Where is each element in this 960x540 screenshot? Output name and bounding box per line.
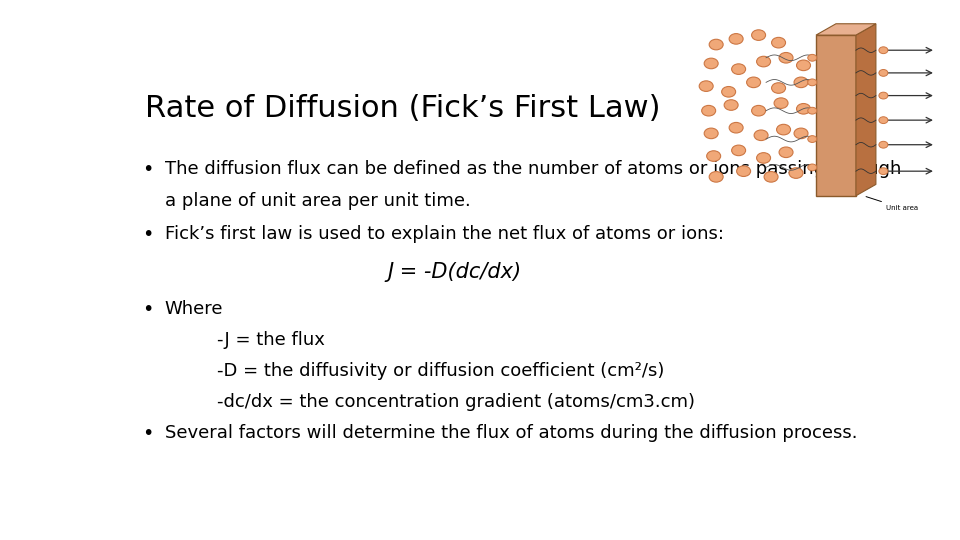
Circle shape	[879, 117, 888, 124]
Circle shape	[780, 52, 793, 63]
Circle shape	[764, 172, 778, 182]
Text: -dc/dx = the concentration gradient (atoms/cm3.cm): -dc/dx = the concentration gradient (ato…	[217, 393, 695, 411]
Circle shape	[777, 124, 790, 135]
Text: -J = the flux: -J = the flux	[217, 331, 324, 349]
Circle shape	[879, 70, 888, 76]
Circle shape	[705, 128, 718, 139]
Circle shape	[755, 130, 768, 140]
Polygon shape	[816, 24, 876, 35]
Circle shape	[807, 136, 817, 143]
Circle shape	[732, 145, 746, 156]
Circle shape	[709, 172, 723, 182]
Polygon shape	[856, 24, 876, 195]
Circle shape	[797, 60, 810, 71]
Circle shape	[789, 168, 803, 178]
Circle shape	[807, 55, 817, 61]
Circle shape	[774, 98, 788, 109]
Bar	[816, 35, 856, 195]
Circle shape	[752, 105, 765, 116]
Text: Where: Where	[165, 300, 223, 318]
Circle shape	[879, 141, 888, 148]
Circle shape	[722, 86, 735, 97]
Text: Unit area: Unit area	[866, 197, 918, 211]
Circle shape	[807, 79, 817, 86]
Circle shape	[794, 77, 808, 87]
Circle shape	[879, 168, 888, 174]
Circle shape	[807, 164, 817, 171]
Circle shape	[705, 58, 718, 69]
Circle shape	[747, 77, 760, 87]
Text: •: •	[142, 424, 154, 443]
Circle shape	[724, 100, 738, 110]
Circle shape	[707, 151, 721, 161]
Circle shape	[772, 37, 785, 48]
Circle shape	[702, 105, 715, 116]
Text: •: •	[142, 300, 154, 319]
Circle shape	[780, 147, 793, 158]
Circle shape	[879, 47, 888, 53]
Circle shape	[772, 83, 785, 93]
Text: •: •	[142, 225, 154, 244]
Circle shape	[756, 56, 771, 67]
Text: Fick’s first law is used to explain the net flux of atoms or ions:: Fick’s first law is used to explain the …	[165, 225, 724, 243]
Text: -D = the diffusivity or diffusion coefficient (cm²/s): -D = the diffusivity or diffusion coeffi…	[217, 362, 664, 380]
Text: Rate of Diffusion (Fick’s First Law): Rate of Diffusion (Fick’s First Law)	[145, 94, 660, 123]
Circle shape	[732, 64, 746, 75]
Circle shape	[709, 39, 723, 50]
Circle shape	[879, 92, 888, 99]
Text: a plane of unit area per unit time.: a plane of unit area per unit time.	[165, 192, 470, 210]
Circle shape	[797, 104, 810, 114]
Circle shape	[752, 30, 765, 40]
Circle shape	[756, 153, 771, 163]
Circle shape	[730, 33, 743, 44]
Circle shape	[807, 107, 817, 114]
Circle shape	[699, 81, 713, 91]
Text: The diffusion flux can be defined as the number of atoms or ions passing through: The diffusion flux can be defined as the…	[165, 160, 901, 178]
Circle shape	[736, 166, 751, 177]
Text: Several factors will determine the flux of atoms during the diffusion process.: Several factors will determine the flux …	[165, 424, 857, 442]
Circle shape	[794, 128, 808, 139]
Circle shape	[730, 123, 743, 133]
Text: •: •	[142, 160, 154, 179]
Text: J = -D(dc/dx): J = -D(dc/dx)	[388, 262, 522, 282]
